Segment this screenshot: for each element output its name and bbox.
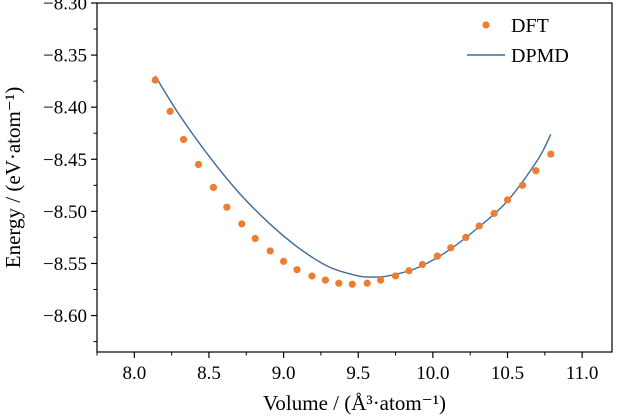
y-tick-label: −8.35 — [43, 46, 87, 67]
dft-data-point — [462, 233, 470, 242]
plot-frame — [96, 2, 613, 353]
axis-ticks — [91, 2, 583, 358]
plot-marks — [151, 75, 555, 288]
x-tick-label: 9.5 — [346, 363, 370, 384]
dft-data-point — [475, 222, 483, 230]
legend: DFT DPMD — [467, 15, 569, 67]
dft-data-point — [348, 280, 356, 288]
dft-data-point — [532, 167, 540, 175]
x-axis-label: Volume / (Å³·atom⁻¹) — [263, 391, 446, 415]
y-tick-label: −8.55 — [43, 254, 87, 275]
dpmd-series-line — [154, 75, 552, 278]
dft-data-point — [279, 257, 288, 265]
x-tick-label: 8.0 — [122, 363, 146, 384]
dft-data-point — [251, 234, 259, 243]
dft-data-point — [433, 252, 441, 260]
dft-data-point — [377, 276, 385, 284]
legend-dft-label: DFT — [511, 15, 549, 37]
y-tick-label: −8.30 — [43, 0, 87, 15]
dft-data-point — [223, 203, 231, 211]
dft-data-point — [293, 266, 301, 274]
dft-data-point — [391, 272, 400, 280]
dft-data-point — [418, 260, 427, 269]
axis-tick-labels: 8.0 8.5 9.0 9.5 10.0 10.5 11.0 −8.30 −8.35 −8.40 −… — [43, 0, 598, 384]
y-axis-label: Energy / (eV·atom⁻¹) — [1, 87, 25, 268]
y-tick-label: −8.50 — [43, 202, 87, 223]
dft-data-point — [335, 279, 343, 287]
dft-data-point — [518, 181, 527, 189]
dft-data-point — [179, 135, 188, 144]
dft-data-point — [321, 276, 329, 284]
x-tick-label: 9.0 — [272, 363, 296, 384]
dft-data-point — [308, 272, 316, 280]
x-tick-label: 11.0 — [566, 363, 599, 384]
dft-data-point — [266, 247, 274, 255]
x-tick-label: 10.5 — [491, 363, 524, 384]
dft-data-point — [151, 76, 159, 84]
y-tick-label: −8.40 — [43, 98, 87, 119]
dft-data-point — [405, 267, 413, 275]
dft-data-point — [447, 244, 455, 252]
dft-data-point — [490, 209, 498, 218]
dft-data-point — [194, 160, 203, 169]
legend-dpmd-label: DPMD — [511, 45, 569, 67]
y-tick-label: −8.45 — [43, 150, 87, 171]
legend-dft-marker — [482, 21, 490, 29]
x-tick-label: 10.0 — [416, 363, 449, 384]
dft-data-point — [363, 279, 371, 287]
dft-data-point — [503, 196, 512, 204]
y-tick-label: −8.60 — [43, 306, 87, 327]
dft-data-point — [166, 107, 174, 115]
dft-data-point — [547, 150, 555, 158]
dft-data-point — [209, 183, 218, 191]
dft-data-point — [238, 220, 246, 228]
x-tick-label: 8.5 — [197, 363, 221, 384]
